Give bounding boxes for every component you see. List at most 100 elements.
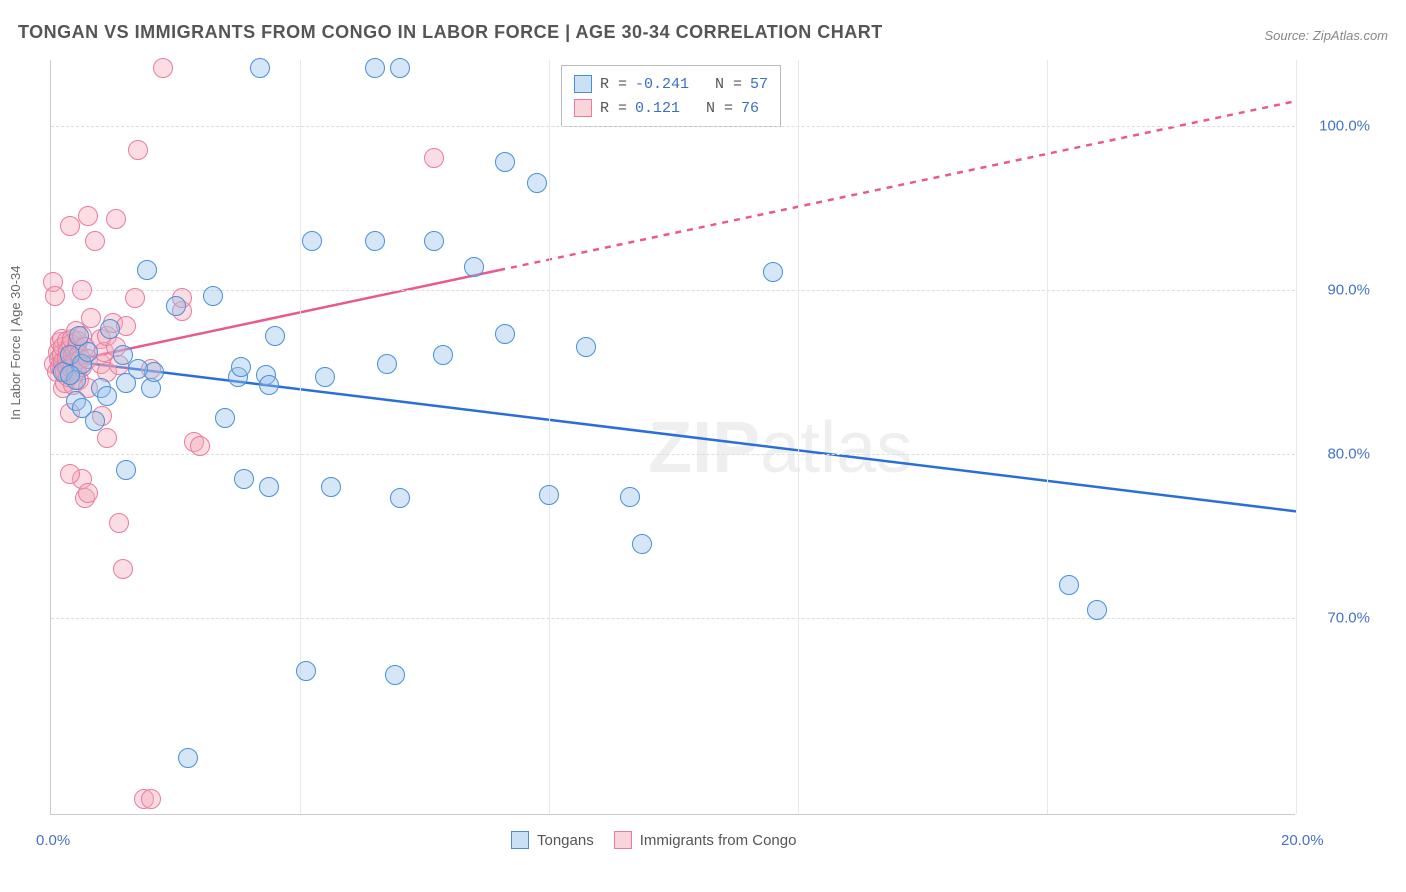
legend-row-congo: R = 0.121 N = 76: [574, 96, 768, 120]
gridline-h: [51, 454, 1295, 455]
gridline-h: [51, 290, 1295, 291]
scatter-point-tongan: [265, 326, 285, 346]
scatter-point-congo: [60, 464, 80, 484]
scatter-point-congo: [141, 789, 161, 809]
scatter-point-tongan: [259, 477, 279, 497]
scatter-point-tongan: [424, 231, 444, 251]
ytick-label: 80.0%: [1327, 445, 1370, 462]
scatter-point-congo: [424, 148, 444, 168]
scatter-point-tongan: [576, 337, 596, 357]
scatter-point-tongan: [231, 357, 251, 377]
scatter-point-congo: [106, 209, 126, 229]
scatter-point-tongan: [365, 231, 385, 251]
scatter-point-tongan: [302, 231, 322, 251]
legend-item-congo: Immigrants from Congo: [614, 831, 797, 849]
y-axis-label: In Labor Force | Age 30-34: [8, 266, 23, 420]
scatter-point-congo: [113, 559, 133, 579]
scatter-point-tongan: [166, 296, 186, 316]
square-marker-blue: [511, 831, 529, 849]
scatter-point-tongan: [495, 324, 515, 344]
scatter-point-tongan: [632, 534, 652, 554]
legend-row-tongans: R = -0.241 N = 57: [574, 72, 768, 96]
r-label: R =: [600, 76, 627, 93]
gridline-v: [549, 60, 550, 814]
scatter-point-congo: [97, 428, 117, 448]
scatter-point-tongan: [321, 477, 341, 497]
scatter-point-congo: [109, 513, 129, 533]
scatter-point-tongan: [620, 487, 640, 507]
scatter-point-tongan: [215, 408, 235, 428]
scatter-point-tongan: [377, 354, 397, 374]
legend-label: Immigrants from Congo: [640, 832, 797, 849]
gridline-v: [1296, 60, 1297, 814]
gridline-v: [798, 60, 799, 814]
scatter-point-tongan: [116, 460, 136, 480]
scatter-point-tongan: [527, 173, 547, 193]
r-value: -0.241: [635, 76, 689, 93]
scatter-point-congo: [190, 436, 210, 456]
square-marker-blue: [574, 75, 592, 93]
scatter-point-tongan: [259, 375, 279, 395]
scatter-point-tongan: [763, 262, 783, 282]
series-legend: Tongans Immigrants from Congo: [511, 831, 796, 849]
n-value: 76: [741, 100, 759, 117]
legend-label: Tongans: [537, 832, 594, 849]
legend-item-tongans: Tongans: [511, 831, 594, 849]
scatter-point-congo: [78, 483, 98, 503]
ytick-label: 90.0%: [1327, 281, 1370, 298]
scatter-point-tongan: [69, 326, 89, 346]
scatter-point-tongan: [296, 661, 316, 681]
scatter-point-congo: [45, 286, 65, 306]
scatter-point-tongan: [85, 411, 105, 431]
scatter-point-tongan: [97, 386, 117, 406]
source-attribution: Source: ZipAtlas.com: [1264, 28, 1388, 43]
xtick-label: 0.0%: [36, 832, 70, 849]
square-marker-pink: [574, 99, 592, 117]
scatter-point-tongan: [539, 485, 559, 505]
scatter-point-congo: [125, 288, 145, 308]
scatter-point-tongan: [100, 319, 120, 339]
scatter-point-congo: [81, 308, 101, 328]
scatter-point-tongan: [234, 469, 254, 489]
scatter-point-tongan: [250, 58, 270, 78]
plot-area: ZIPatlas R = -0.241 N = 57 R = 0.121 N =…: [50, 60, 1295, 815]
scatter-point-tongan: [390, 488, 410, 508]
gridline-v: [1047, 60, 1048, 814]
scatter-point-tongan: [178, 748, 198, 768]
gridline-h: [51, 618, 1295, 619]
scatter-point-tongan: [1087, 600, 1107, 620]
scatter-point-tongan: [495, 152, 515, 172]
scatter-point-tongan: [315, 367, 335, 387]
ytick-label: 100.0%: [1319, 117, 1370, 134]
scatter-point-tongan: [464, 257, 484, 277]
correlation-legend: R = -0.241 N = 57 R = 0.121 N = 76: [561, 65, 781, 127]
scatter-point-tongan: [433, 345, 453, 365]
r-label: R =: [600, 100, 627, 117]
n-label: N =: [715, 76, 742, 93]
scatter-point-congo: [153, 58, 173, 78]
scatter-point-tongan: [390, 58, 410, 78]
scatter-point-tongan: [137, 260, 157, 280]
n-value: 57: [750, 76, 768, 93]
scatter-point-congo: [128, 140, 148, 160]
scatter-point-tongan: [1059, 575, 1079, 595]
scatter-point-congo: [60, 216, 80, 236]
scatter-point-tongan: [128, 359, 148, 379]
ytick-label: 70.0%: [1327, 610, 1370, 627]
gridline-h: [51, 126, 1295, 127]
scatter-point-congo: [72, 280, 92, 300]
scatter-point-tongan: [365, 58, 385, 78]
chart-title: TONGAN VS IMMIGRANTS FROM CONGO IN LABOR…: [18, 22, 883, 43]
scatter-point-tongan: [385, 665, 405, 685]
scatter-point-congo: [85, 231, 105, 251]
square-marker-pink: [614, 831, 632, 849]
xtick-label: 20.0%: [1281, 832, 1324, 849]
gridline-v: [300, 60, 301, 814]
n-label: N =: [706, 100, 733, 117]
trend-lines-layer: [51, 60, 1295, 814]
scatter-point-congo: [78, 206, 98, 226]
chart-container: TONGAN VS IMMIGRANTS FROM CONGO IN LABOR…: [0, 0, 1406, 892]
r-value: 0.121: [635, 100, 680, 117]
scatter-point-tongan: [60, 365, 80, 385]
scatter-point-tongan: [203, 286, 223, 306]
